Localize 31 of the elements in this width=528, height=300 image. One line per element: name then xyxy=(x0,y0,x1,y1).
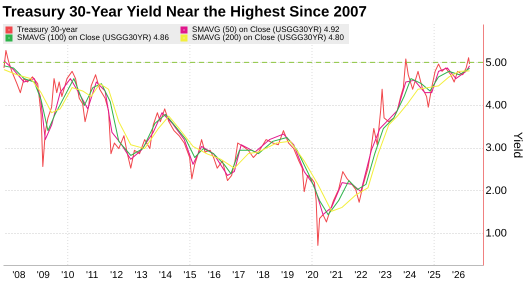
x-tick-label: '25 xyxy=(428,270,442,281)
y-tick-label: 4.00 xyxy=(486,100,507,112)
chart-title: Treasury 30-Year Yield Near the Highest Since 2007 xyxy=(2,4,367,20)
line-series xyxy=(3,50,470,246)
x-tick-label: '26 xyxy=(452,270,466,281)
x-tick-label: '24 xyxy=(403,270,417,281)
legend-label: Treasury 30-year xyxy=(17,25,78,34)
x-tick-label: '20 xyxy=(305,270,319,281)
legend-label: SMAVG (200) on Close (USGG30YR) 4.80 xyxy=(192,33,344,42)
y-tick-label: 5.00 xyxy=(486,56,507,69)
y-axis-title: Yield xyxy=(510,132,525,158)
x-tick-label: '11 xyxy=(86,270,99,281)
y-tick-label: 2.00 xyxy=(486,184,507,197)
x-tick-label: '08 xyxy=(12,270,26,281)
x-tick-label: '22 xyxy=(354,270,368,281)
legend-label: SMAVG (100) on Close (USGG30YR) 4.86 xyxy=(17,33,170,42)
x-tick-label: '13 xyxy=(134,270,148,281)
x-tick-label: '21 xyxy=(330,270,344,281)
x-tick-label: '15 xyxy=(183,270,197,281)
y-tick-label: 3.00 xyxy=(486,142,507,154)
x-tick-label: '12 xyxy=(110,270,124,281)
x-tick-label: '17 xyxy=(232,270,246,281)
x-tick-label: '16 xyxy=(208,270,222,281)
x-tick-label: '10 xyxy=(61,270,75,281)
y-tick-label: 1.00 xyxy=(486,228,507,240)
x-tick-label: '23 xyxy=(378,270,392,281)
x-tick-label: '19 xyxy=(281,270,295,281)
x-tick-label: '18 xyxy=(256,270,270,281)
x-tick-label: '09 xyxy=(36,270,50,281)
legend-label: SMAVG (50) on Close (USGG30YR) 4.92 xyxy=(192,25,340,34)
x-tick-label: '14 xyxy=(158,270,172,281)
